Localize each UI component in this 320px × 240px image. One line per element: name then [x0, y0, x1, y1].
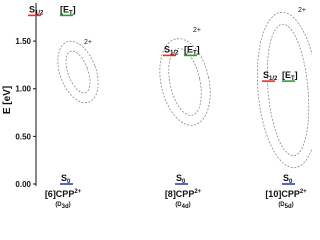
category-label-part: 2+ [300, 189, 307, 195]
point-group-label-part: ) [69, 202, 71, 208]
level-label-part: [E [282, 70, 291, 80]
level-label-part: S [164, 44, 170, 54]
point-group-label-part: ) [189, 202, 191, 208]
y-tick-label: 1.50 [15, 37, 31, 46]
level-label-part: S [176, 173, 182, 183]
level-label-part: S [61, 173, 67, 183]
y-tick-label: 0.00 [15, 180, 31, 189]
point-group-label: (D4d) [175, 202, 190, 209]
category-label-part: 2+ [74, 189, 81, 195]
level-label: [ET] [282, 70, 298, 82]
y-tick-label: 0.50 [15, 132, 31, 141]
level-label-part: 1/2 [170, 50, 179, 56]
level-label: S1/2 [164, 44, 179, 56]
level-label-part: T [69, 10, 73, 16]
level-label: S0 [61, 173, 71, 185]
category-label-part: 2+ [194, 189, 201, 195]
point-group-label-part: ) [292, 202, 294, 208]
level-label-part: T [193, 50, 197, 56]
level-label-part: ] [295, 70, 298, 80]
level-label: S1/2 [263, 70, 278, 82]
chart: E [eV] 0.000.501.001.50S1/2S1/2S1/2[ET][… [2, 3, 312, 209]
category-label: [8]CPP2+ [165, 189, 202, 199]
point-group-label-part: 5d [285, 204, 292, 209]
level-label: S0 [283, 173, 293, 185]
molecule-charge: 2+ [84, 39, 92, 46]
y-tick-label: 1.00 [15, 85, 31, 94]
level-label-part: [E [184, 44, 193, 54]
level-label-part: T [291, 76, 295, 82]
level-label-part: S [263, 70, 269, 80]
level-label-part: S [283, 173, 289, 183]
level-label-part: ] [197, 44, 200, 54]
point-group-label: (D3d) [55, 202, 70, 209]
level-label-part: [E [60, 4, 69, 14]
level-label-part: ] [73, 4, 76, 14]
point-group-label-part: 3d [62, 204, 69, 209]
molecule-drawings [57, 11, 312, 169]
level-label-part: 0 [289, 179, 293, 185]
category-label-part: [8]CPP [165, 189, 195, 199]
level-label-part: S [29, 4, 35, 14]
y-axis-label: E [eV] [2, 86, 13, 114]
point-group-label-part: (D [55, 202, 62, 208]
category-label-part: [6]CPP [45, 189, 75, 199]
level-label-part: 1/2 [35, 10, 44, 16]
level-label-part: 0 [67, 179, 71, 185]
level-label-part: 0 [182, 179, 186, 185]
molecule-charge: 2+ [298, 7, 306, 14]
point-group-label-part: (D [278, 202, 285, 208]
molecule-charge: 2+ [193, 27, 201, 34]
level-label: [ET] [184, 44, 200, 56]
level-label-part: 1/2 [269, 76, 278, 82]
level-label: S1/2 [29, 4, 44, 16]
point-group-label: (D5d) [278, 202, 293, 209]
category-label: [6]CPP2+ [45, 189, 82, 199]
level-label: [ET] [60, 4, 76, 16]
level-label: S0 [176, 173, 186, 185]
category-label: [10]CPP2+ [265, 189, 307, 199]
category-label-part: [10]CPP [265, 189, 300, 199]
point-group-label-part: 4d [182, 204, 189, 209]
point-group-label-part: (D [175, 202, 182, 208]
